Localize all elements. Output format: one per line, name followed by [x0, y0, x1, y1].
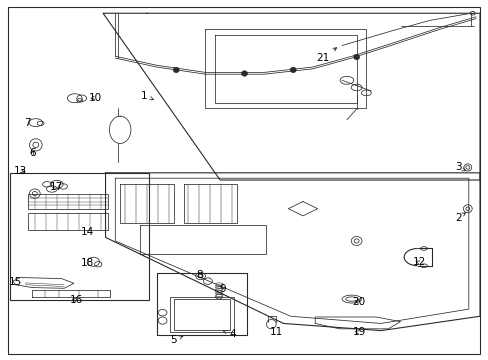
- Bar: [10, 173, 149, 300]
- Bar: [27, 213, 108, 230]
- Text: 6: 6: [29, 148, 36, 158]
- Text: 14: 14: [81, 227, 94, 237]
- Text: 15: 15: [9, 277, 22, 287]
- Bar: [27, 194, 108, 209]
- Text: 10: 10: [89, 93, 102, 103]
- Text: 9: 9: [219, 284, 225, 294]
- Text: 16: 16: [69, 295, 83, 305]
- Text: 1: 1: [141, 91, 153, 101]
- Text: 3: 3: [454, 162, 465, 172]
- Ellipse shape: [173, 67, 179, 73]
- Text: 5: 5: [170, 334, 183, 345]
- Ellipse shape: [290, 67, 296, 73]
- Bar: [173, 300, 229, 330]
- Text: 18: 18: [81, 258, 94, 268]
- Text: 20: 20: [352, 297, 365, 307]
- Text: 13: 13: [14, 166, 27, 176]
- Ellipse shape: [241, 71, 247, 76]
- Text: 17: 17: [50, 182, 63, 192]
- Text: 21: 21: [315, 48, 336, 63]
- Text: 4: 4: [223, 329, 235, 339]
- Text: 12: 12: [411, 257, 425, 267]
- Text: 8: 8: [196, 270, 203, 280]
- Text: 2: 2: [454, 213, 465, 222]
- Text: 7: 7: [24, 118, 31, 128]
- Bar: [170, 297, 233, 332]
- Text: 11: 11: [269, 327, 282, 337]
- Ellipse shape: [353, 54, 359, 60]
- Text: 19: 19: [352, 327, 365, 337]
